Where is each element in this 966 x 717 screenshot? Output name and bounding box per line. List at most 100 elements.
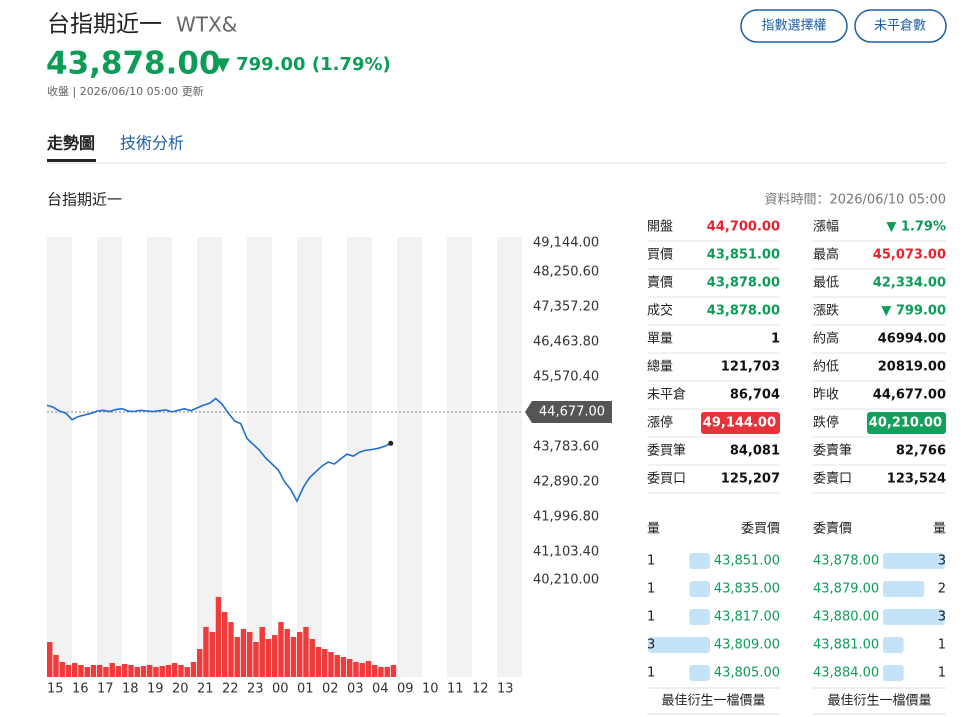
x-tick-label: 09 — [397, 682, 414, 697]
y-tick-label: 46,463.80 — [533, 335, 599, 350]
quote-label: 昨收 — [813, 388, 839, 403]
y-tick-label: 47,357.20 — [533, 300, 599, 315]
time-band — [97, 237, 122, 677]
volume-bar — [172, 663, 178, 677]
bid-price: 43,805.00 — [714, 666, 780, 681]
quote-label: 買價 — [647, 248, 673, 263]
time-band — [247, 237, 272, 677]
quote-value: 125,207 — [721, 472, 780, 487]
y-tick-label: 42,890.20 — [533, 475, 599, 490]
quote-value: 44,700.00 — [707, 220, 780, 235]
limit-box — [701, 412, 780, 434]
quote-value: 44,677.00 — [873, 388, 946, 403]
price: 43,878.00 — [46, 46, 221, 82]
volume-bar — [222, 612, 228, 677]
bid-price: 43,809.00 — [714, 638, 780, 653]
volume-bar — [272, 635, 278, 677]
bid-bar — [689, 665, 710, 681]
button[interactable] — [854, 9, 947, 43]
volume-bar — [97, 665, 103, 677]
volume-bar — [109, 663, 115, 677]
volume-bar — [53, 655, 59, 677]
volume-bar — [165, 665, 172, 677]
tab[interactable]: 技術分析 — [120, 134, 184, 153]
ask-bar — [883, 553, 945, 569]
quote-value: 82,766 — [896, 444, 946, 459]
quote-label: 約低 — [813, 360, 839, 375]
quote-value: 42,334.00 — [873, 276, 946, 291]
bid-qty: 3 — [647, 638, 655, 653]
x-tick-label: 11 — [447, 682, 464, 697]
y-tick-label: 40,210.00 — [533, 573, 599, 588]
limit-box — [867, 412, 946, 434]
volume-bar — [153, 667, 159, 677]
bid-qty: 1 — [647, 666, 655, 681]
status: 收盤 | 2026/06/10 05:00 更新 — [47, 84, 204, 98]
x-tick-label: 12 — [472, 682, 489, 697]
time-band — [397, 237, 422, 677]
quote-label: 約高 — [813, 331, 839, 347]
y-tick-label: 49,144.00 — [533, 236, 599, 251]
quote-label: 未平倉 — [647, 388, 686, 403]
volume-bar — [78, 665, 84, 677]
ask-qty: 3 — [938, 554, 946, 569]
quote-label: 跌停 — [813, 415, 839, 431]
bid-bar — [689, 609, 710, 625]
time-band — [147, 237, 172, 677]
volume-bar — [303, 627, 309, 677]
change: ▼ 799.00 (1.79%) — [216, 54, 391, 75]
volume-bar — [359, 663, 365, 677]
bid-bar — [648, 637, 710, 653]
book-header: 委賣價 — [813, 522, 852, 537]
quote-value: 121,703 — [721, 360, 780, 375]
volume-bar — [190, 662, 197, 677]
volume-bar — [278, 622, 284, 677]
volume-bar — [365, 661, 372, 677]
quote-label: 成交 — [647, 303, 673, 319]
x-tick-label: 21 — [197, 682, 214, 697]
quote-label: 委賣口 — [813, 472, 852, 487]
y-tick-label: 41,996.80 — [533, 510, 599, 525]
volume-bar — [372, 665, 378, 677]
volume-bar — [390, 665, 397, 677]
time-band — [447, 237, 472, 677]
title: 台指期近一 — [47, 12, 162, 38]
button[interactable] — [740, 9, 848, 43]
bid-bar — [689, 581, 710, 597]
reference-pointer — [525, 401, 532, 423]
volume-bar — [128, 665, 134, 677]
x-tick-label: 13 — [497, 682, 514, 697]
volume-bar — [297, 632, 303, 677]
bid-qty: 1 — [647, 554, 655, 569]
volume-bar — [197, 649, 203, 677]
button-label[interactable]: 未平倉數 — [874, 19, 926, 34]
volume-bar — [103, 667, 109, 677]
quote-label: 最高 — [813, 247, 839, 263]
button-label[interactable]: 指數選擇權 — [761, 18, 826, 34]
x-tick-label: 04 — [372, 682, 389, 697]
y-tick-label: 43,783.60 — [533, 440, 599, 455]
volume-bar — [334, 655, 340, 677]
time-band — [47, 237, 72, 677]
ask-price: 43,878.00 — [813, 554, 879, 569]
book-header: 委買價 — [741, 522, 780, 537]
quote-value: 43,878.00 — [707, 304, 780, 319]
ask-qty: 3 — [938, 610, 946, 625]
y-tick-label: 45,570.40 — [533, 370, 599, 385]
reference-label: 44,677.00 — [539, 405, 605, 420]
ask-qty: 1 — [938, 666, 946, 681]
ask-bar — [883, 637, 904, 653]
x-tick-label: 18 — [122, 682, 139, 697]
tab-active[interactable]: 走勢圖 — [46, 134, 95, 153]
volume-bar — [328, 652, 334, 677]
bid-price: 43,851.00 — [714, 554, 780, 569]
quote-value: 43,851.00 — [707, 248, 780, 263]
quote-value: 84,081 — [730, 444, 780, 459]
volume-bar — [315, 647, 322, 677]
x-tick-label: 15 — [47, 682, 64, 697]
time-band — [347, 237, 372, 677]
x-tick-label: 10 — [422, 682, 439, 697]
y-tick-label: 41,103.40 — [533, 545, 599, 560]
ask-price: 43,884.00 — [813, 666, 879, 681]
